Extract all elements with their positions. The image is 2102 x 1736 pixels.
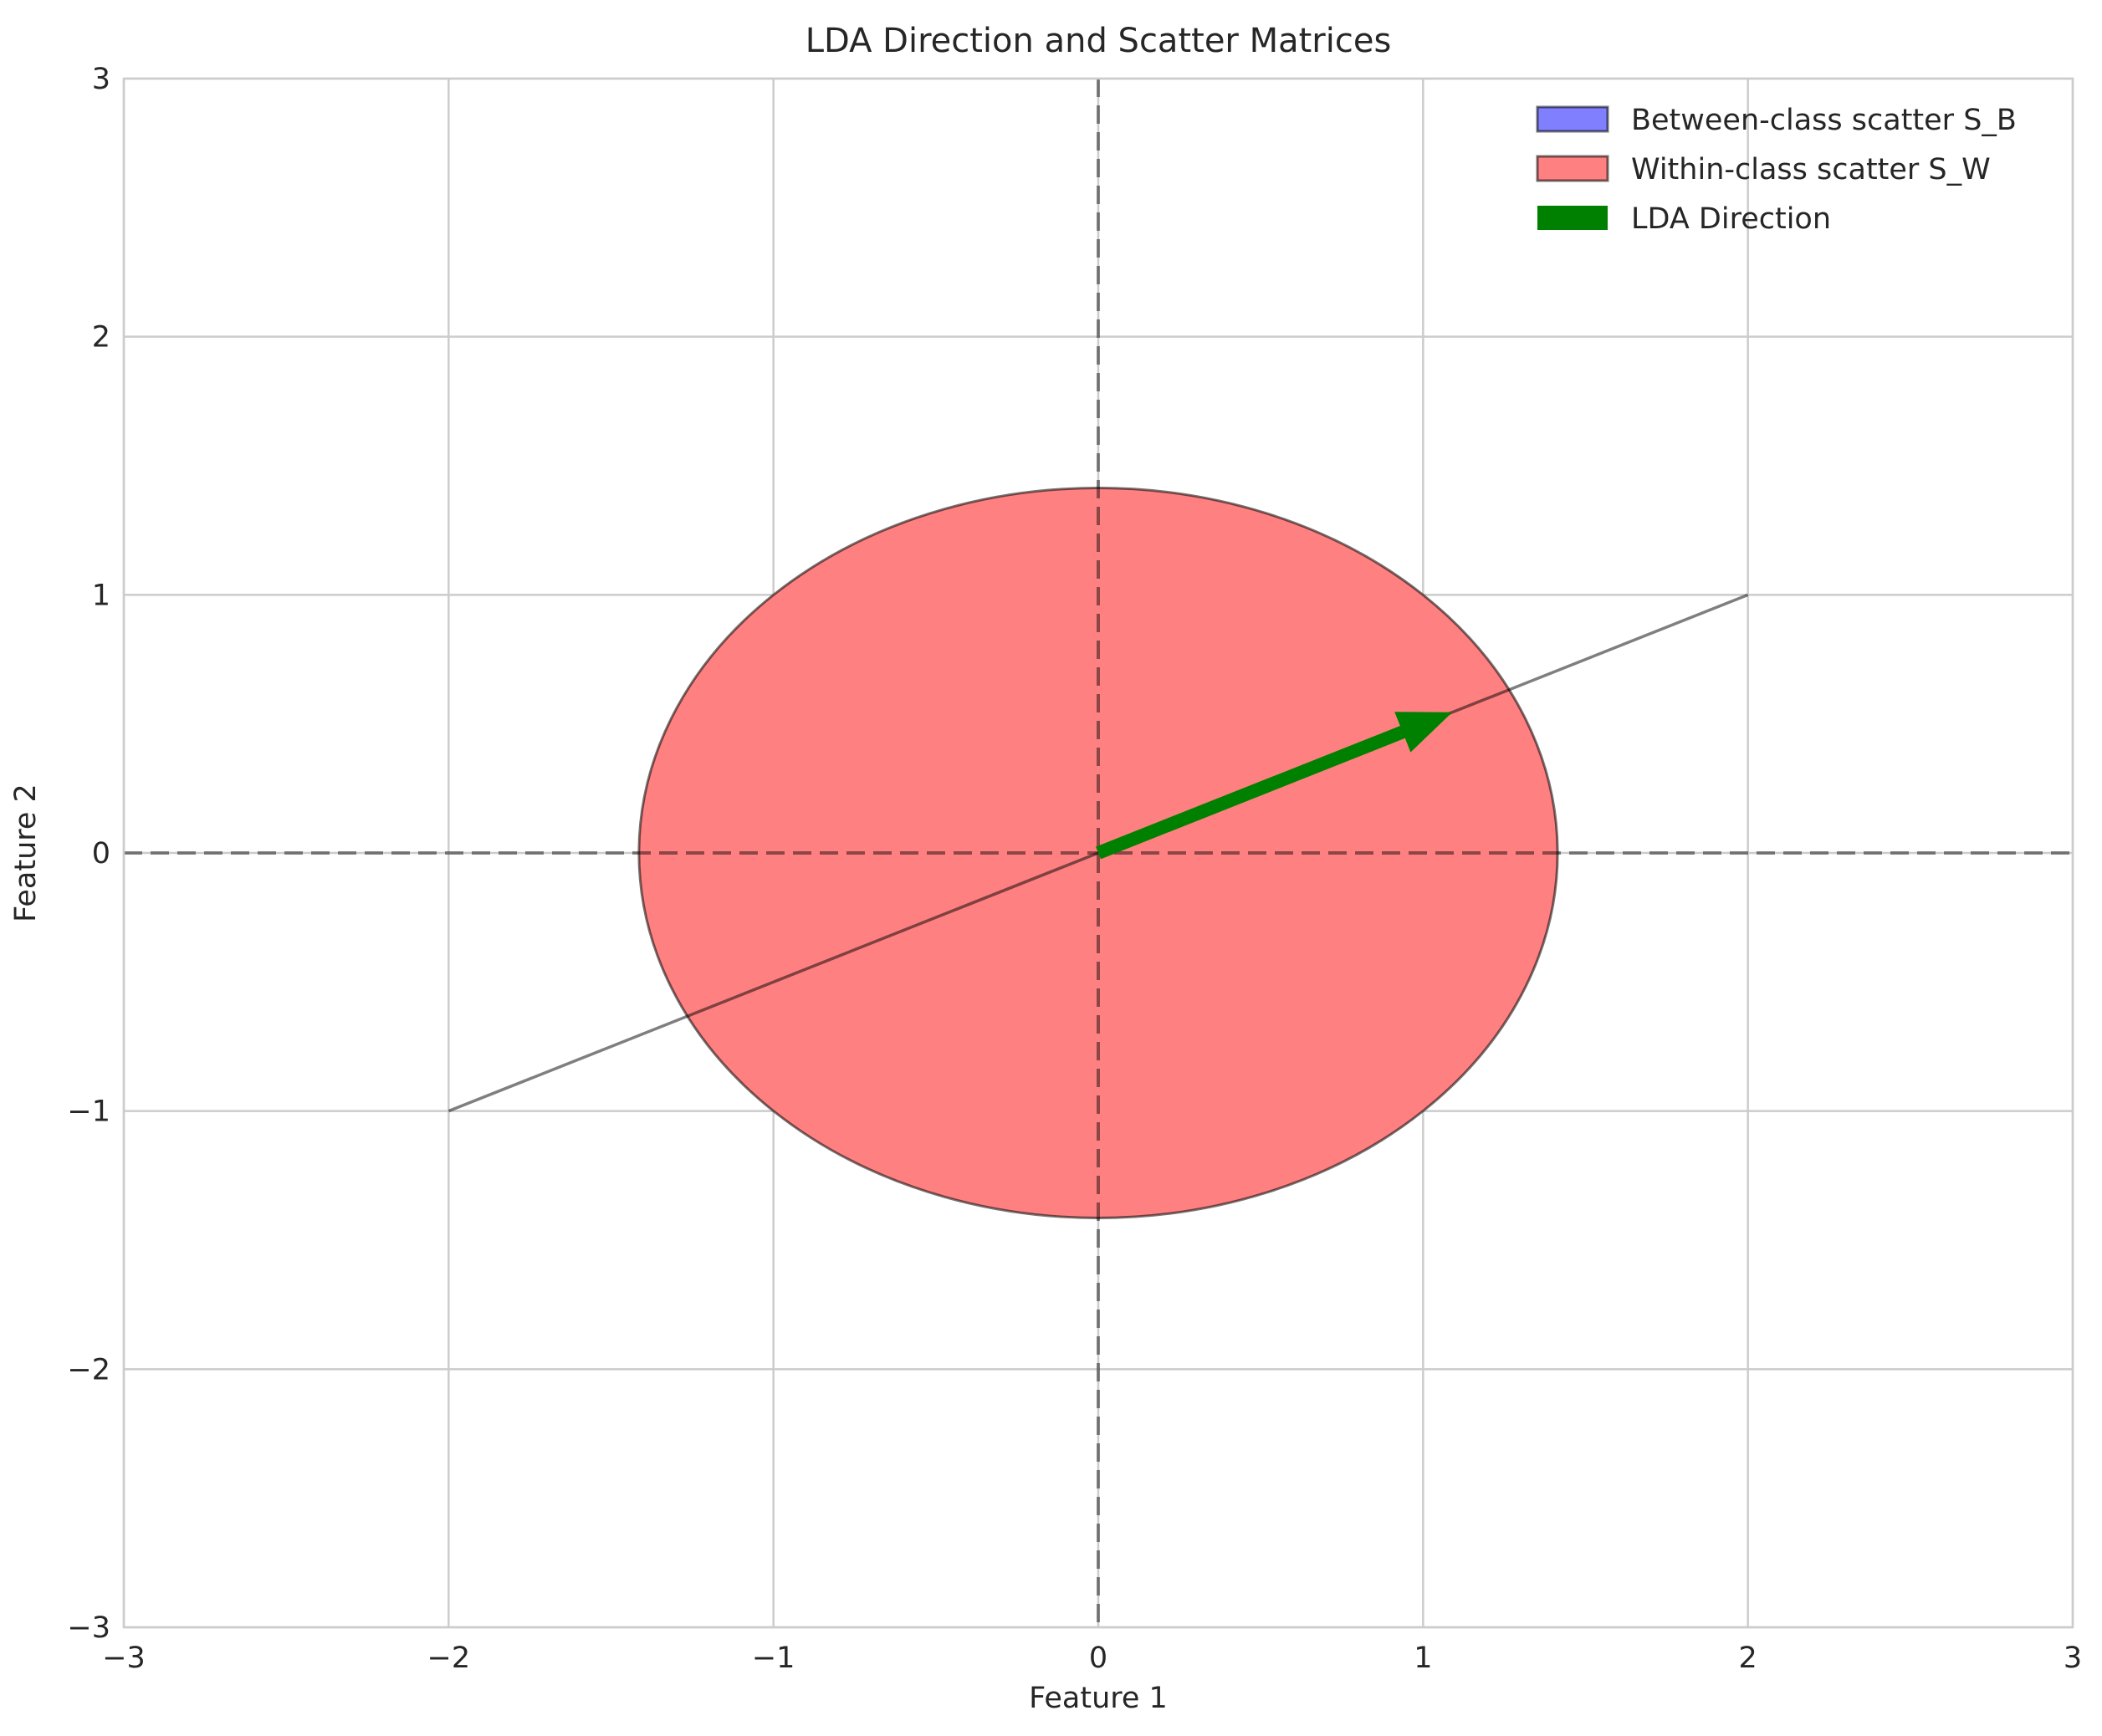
y-tick-label: 2: [92, 321, 110, 355]
legend-label: Between-class scatter S_B: [1631, 104, 2017, 137]
y-tick-label: 3: [92, 63, 110, 96]
arrow-layer: [1096, 712, 1453, 860]
legend-label: LDA Direction: [1631, 202, 1831, 236]
legend-label: Within-class scatter S_W: [1631, 153, 1991, 186]
y-tick-label: 1: [92, 579, 110, 612]
x-tick-label: −1: [752, 1642, 795, 1675]
x-tick-label: −2: [427, 1642, 471, 1675]
plot-frame: [122, 77, 2074, 1629]
x-axis-label: Feature 1: [1029, 1682, 1168, 1715]
y-tick-label: −2: [67, 1353, 110, 1386]
y-tick-label: −3: [67, 1611, 110, 1645]
y-axis-label: Feature 2: [9, 784, 43, 922]
y-tick-label: 0: [92, 837, 110, 871]
legend-swatch: [1536, 105, 1609, 133]
x-tick-label: 1: [1414, 1642, 1432, 1675]
legend-swatch: [1536, 155, 1609, 182]
tick-labels: −3 −2 −1 0 1 2 3 −3 −2 −1 0 1 2 3: [67, 63, 2082, 1675]
x-tick-label: 0: [1089, 1642, 1107, 1675]
x-tick-label: −3: [102, 1642, 146, 1675]
x-tick-label: 3: [2064, 1642, 2082, 1675]
x-tick-label: 2: [1739, 1642, 1757, 1675]
lda-direction-arrow: [1096, 712, 1453, 860]
legend: Between-class scatter S_B Within-class sc…: [1536, 104, 2017, 236]
legend-swatch: [1537, 206, 1608, 230]
y-tick-label: −1: [67, 1095, 110, 1129]
chart-title: LDA Direction and Scatter Matrices: [806, 22, 1392, 60]
